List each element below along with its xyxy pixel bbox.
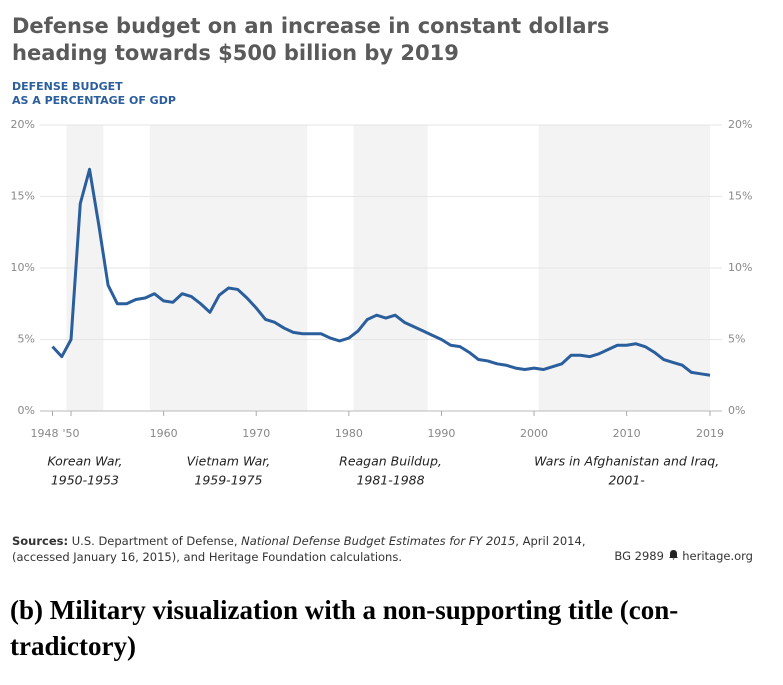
chart-subtitle: AS A PERCENTAGE OF GDP <box>12 94 176 107</box>
sources-text: , April 2014, <box>515 534 586 548</box>
period-years: 1959-1975 <box>194 473 262 488</box>
sources-text: (accessed January 16, 2015), and Heritag… <box>12 550 402 564</box>
period-label: Korean War, <box>47 454 122 469</box>
x-tick-label: 1980 <box>335 427 363 440</box>
x-tick-label: 1990 <box>427 427 455 440</box>
y2-tick-label: 5% <box>728 333 745 346</box>
site: heritage.org <box>682 549 753 563</box>
bell-icon <box>668 550 678 560</box>
y2-tick-label: 15% <box>728 190 752 203</box>
period-label: Vietnam War, <box>187 454 271 469</box>
period-years: 1950-1953 <box>51 473 119 488</box>
period-years: 2001- <box>608 473 645 488</box>
x-tick-label: '50 <box>63 427 80 440</box>
x-tick-label: 2000 <box>520 427 548 440</box>
period-label: Reagan Buildup, <box>339 454 442 469</box>
chart-title: heading towards $500 billion by 2019 <box>12 41 459 65</box>
period-years: 1981-1988 <box>356 473 424 488</box>
sources-label: Sources: <box>12 534 69 548</box>
y-tick-label: 0% <box>18 404 35 417</box>
chart: Defense budget on an increase in constan… <box>11 14 753 488</box>
caption-line: (b) Military visualization with a non-su… <box>10 595 679 625</box>
x-tick-label: 2019 <box>696 427 724 440</box>
y2-tick-label: 10% <box>728 261 752 274</box>
caption-line: tradictory) <box>10 631 136 661</box>
x-tick-label: 1970 <box>242 427 270 440</box>
caption: (b) Military visualization with a non-su… <box>10 592 775 664</box>
period-label: Wars in Afghanistan and Iraq, <box>534 454 719 469</box>
y-tick-label: 5% <box>18 333 35 346</box>
y2-tick-label: 20% <box>728 118 752 131</box>
x-tick-label: 1960 <box>150 427 178 440</box>
brand: BG 2989 heritage.org <box>614 549 753 563</box>
data-line <box>51 167 711 377</box>
sources-text: National Defense Budget Estimates for FY… <box>241 534 516 548</box>
report-code: BG 2989 <box>614 549 664 563</box>
y-tick-label: 20% <box>11 118 35 131</box>
chart-title: Defense budget on an increase in constan… <box>12 14 609 38</box>
x-tick-label: 1948 <box>31 427 59 440</box>
chart-subtitle: DEFENSE BUDGET <box>12 80 123 93</box>
y2-tick-label: 0% <box>728 404 745 417</box>
y-tick-label: 10% <box>11 261 35 274</box>
y-tick-label: 15% <box>11 190 35 203</box>
sources-text: U.S. Department of Defense, <box>71 534 238 548</box>
sources: Sources: U.S. Department of Defense, Nat… <box>12 533 585 565</box>
x-tick-label: 2010 <box>613 427 641 440</box>
